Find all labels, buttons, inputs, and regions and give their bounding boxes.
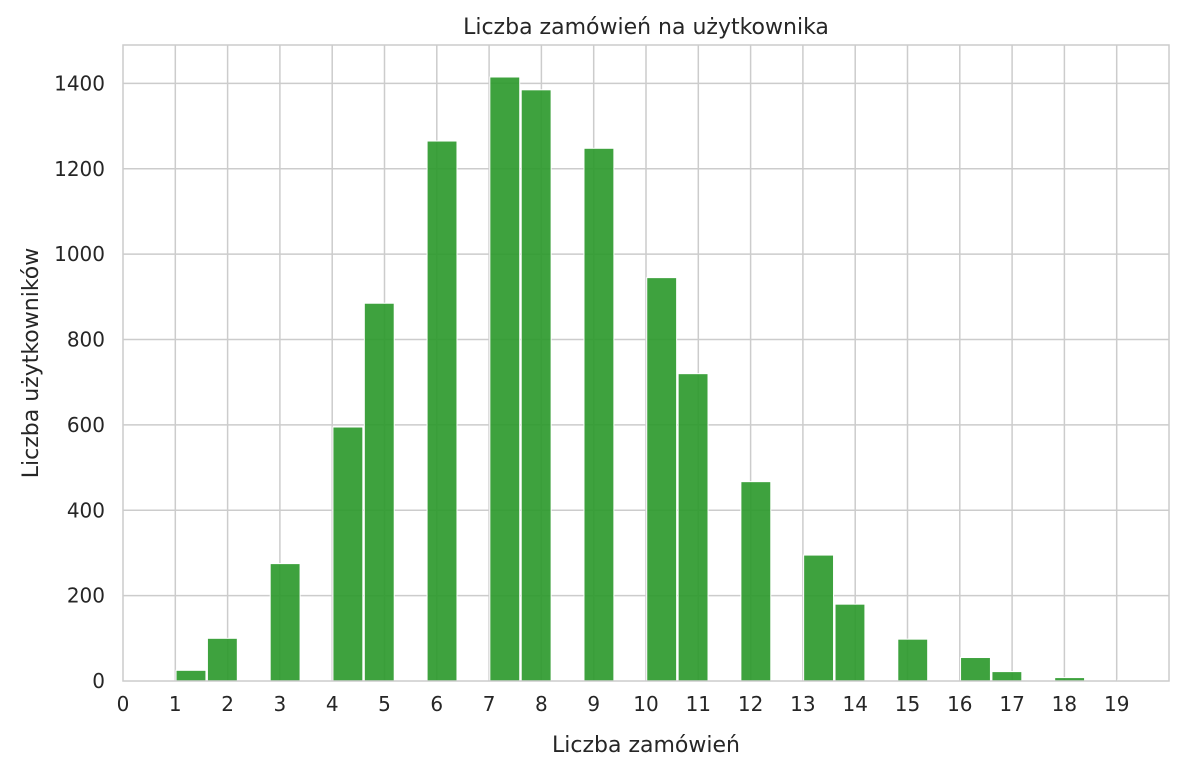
x-tick-label: 8 xyxy=(535,692,548,716)
y-tick-label: 400 xyxy=(67,498,105,522)
histogram-bar xyxy=(834,603,866,682)
x-tick-label: 16 xyxy=(947,692,972,716)
y-tick-label: 1000 xyxy=(54,242,105,266)
x-tick-label: 19 xyxy=(1104,692,1129,716)
y-tick-labels: 0 200 400 600 800 1000 1200 1400 xyxy=(54,71,105,693)
plot-frame xyxy=(122,44,1170,682)
y-tick-label: 0 xyxy=(92,669,105,693)
x-tick-label: 5 xyxy=(378,692,391,716)
x-axis-title: Liczba zamówień xyxy=(552,733,740,758)
x-tick-label: 2 xyxy=(221,692,234,716)
y-tick-label: 600 xyxy=(67,413,105,437)
histogram-bar xyxy=(677,373,709,682)
x-tick-label: 3 xyxy=(274,692,287,716)
x-tick-label: 6 xyxy=(430,692,443,716)
histogram-bar xyxy=(960,657,991,682)
histogram-bar xyxy=(520,89,552,682)
x-tick-label: 4 xyxy=(326,692,339,716)
histogram-bar xyxy=(991,671,1023,682)
y-tick-label: 200 xyxy=(67,584,105,608)
histogram-bar xyxy=(583,147,615,682)
x-tick-label: 1 xyxy=(169,692,182,716)
x-tick-label: 9 xyxy=(587,692,600,716)
histogram-bar xyxy=(740,481,772,682)
histogram-bar xyxy=(426,140,458,682)
y-tick-label: 1200 xyxy=(54,157,105,181)
y-tick-label: 1400 xyxy=(54,71,105,95)
x-tick-label: 10 xyxy=(633,692,658,716)
histogram-bar xyxy=(489,76,521,682)
x-tick-label: 14 xyxy=(842,692,867,716)
x-tick-label: 7 xyxy=(483,692,496,716)
y-tick-label: 800 xyxy=(67,328,105,352)
y-axis-title: Liczba użytkowników xyxy=(19,248,44,478)
x-tick-label: 0 xyxy=(117,692,130,716)
histogram-bar xyxy=(332,426,364,682)
chart-title: Liczba zamówień na użytkownika xyxy=(463,15,829,40)
histogram-bar xyxy=(206,637,238,682)
histogram-bar xyxy=(269,563,301,682)
bars xyxy=(175,76,1148,682)
x-tick-label: 17 xyxy=(999,692,1024,716)
x-tick-label: 11 xyxy=(686,692,711,716)
histogram-bar xyxy=(803,554,835,682)
histogram-bar xyxy=(175,669,207,682)
x-tick-label: 15 xyxy=(895,692,920,716)
x-tick-labels: 0 1 2 3 4 5 6 7 8 9 10 11 12 13 14 15 16 17 18 19 xyxy=(117,692,1130,716)
x-tick-label: 12 xyxy=(738,692,763,716)
histogram-bar xyxy=(646,277,678,682)
x-tick-label: 18 xyxy=(1052,692,1077,716)
histogram-bar xyxy=(897,638,929,682)
x-tick-label: 13 xyxy=(790,692,815,716)
histogram-bar xyxy=(363,302,395,682)
